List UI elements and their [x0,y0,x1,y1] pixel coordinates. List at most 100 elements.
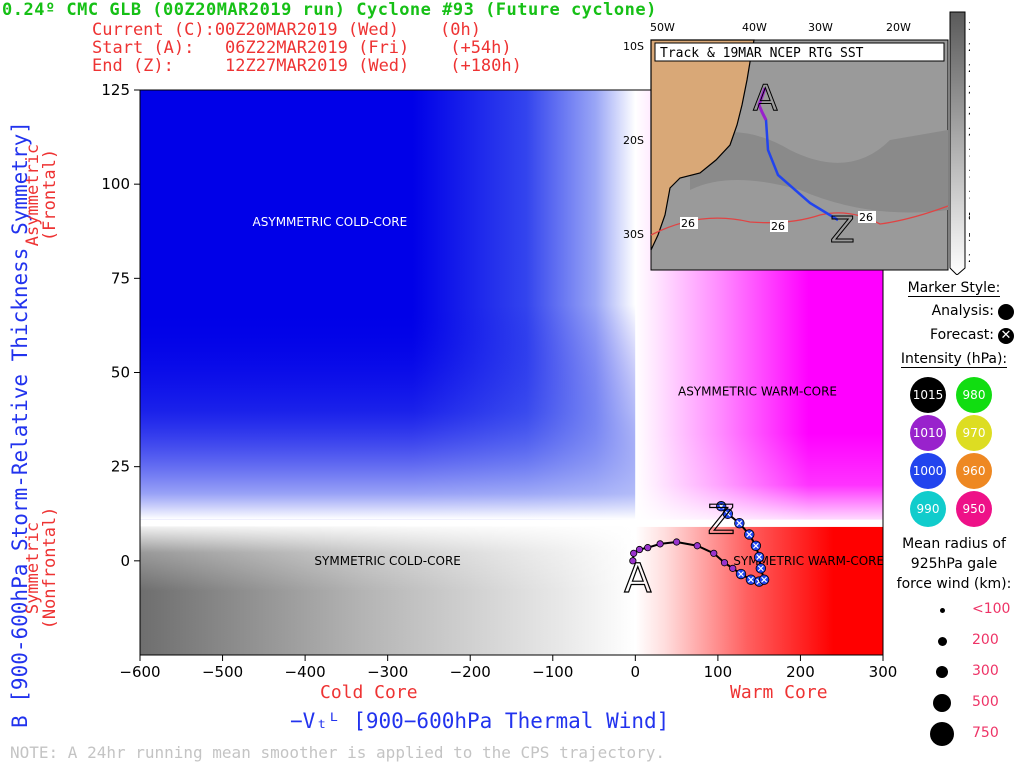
radius-size-dot [939,607,945,613]
x-tick-label: −400 [285,663,326,681]
marker-style-title: Marker Style: [907,280,1001,297]
radius-size-label: <100 [972,601,1011,617]
track-inset-map: Track & 19MAR NCEP RTG SST 26 26 26 A Z … [620,10,982,276]
current-time-line: Current (C):00Z20MAR2019 (Wed) (0h) [92,20,481,40]
x-tick-label: 0 [631,663,641,681]
sst-label-1: 26 [681,217,695,230]
y-tick-label: 125 [101,81,130,99]
intensity-swatch-970: 970 [956,415,992,451]
x-tick-label: −600 [119,663,160,681]
x-tick-label: −200 [450,663,491,681]
inset-land [650,39,755,251]
inset-title-box [654,42,945,62]
inset-title: Track & 19MAR NCEP RTG SST [660,46,864,61]
radius-size-dot [937,636,947,646]
forecast-x-mark [746,531,753,538]
forecast-x-mark [747,576,754,583]
quadrant-label: SYMMETRIC COLD-CORE [314,554,460,568]
colorbar-tick-label: 5 [968,231,970,244]
lat-label-30s: 30S [623,228,644,241]
forecast-x-mark [738,571,744,577]
colorbar-tick-label: 26 [968,62,970,75]
inset-end-marker: Z [830,210,855,251]
forecast-x-mark [752,542,759,549]
symmetry-divider [140,519,883,527]
cold-core-label: Cold Core [320,682,418,703]
analysis-point [729,564,737,572]
quadrant-label: ASYMMETRIC COLD-CORE [253,215,408,229]
cold-sym-fade [140,526,636,655]
quadrant-label: ASYMMETRIC WARM-CORE [678,384,837,398]
lon-label-50w: 50W [650,21,675,34]
chart-title: 0.24º CMC GLB (00Z20MAR2019 run) Cyclone… [2,0,657,20]
lat-label-10s: 10S [623,40,644,53]
x-tick-label: −100 [532,663,573,681]
track-analysis-line [757,87,768,121]
x-tick-label: 300 [869,663,898,681]
colorbar-tick-label: 17 [968,147,970,160]
analysis-point [720,559,729,567]
lon-label-30w: 30W [808,21,833,34]
colorbar-tick-label: 14 [968,168,970,181]
analysis-point [644,544,652,552]
smoother-note: NOTE: A 24hr running mean smoother is ap… [10,743,666,762]
x-tick-label: 100 [704,663,733,681]
intensity-swatch-1010: 1010 [910,415,946,451]
forecast-x-mark [757,565,764,572]
radius-size-label: 750 [972,725,999,741]
lon-label-20w: 20W [886,21,911,34]
y-tick-label: 25 [111,458,130,476]
analysis-point [693,542,701,550]
forecast-x-mark [761,576,768,583]
radius-size-label: 200 [972,632,999,648]
colorbar-tick-label: 25 [968,83,970,96]
warm-core-label: Warm Core [730,682,828,703]
intensity-swatch-1015: 1015 [910,377,946,413]
intensity-swatch-980: 980 [956,377,992,413]
sst-26-isotherm [650,205,949,236]
end-marker-Z: Z [707,497,734,543]
sst-colorbar [949,11,966,276]
colorbar-tick-label: 28 [968,41,970,54]
y-tick-label: 100 [101,175,130,193]
intensity-swatch-960: 960 [956,453,992,489]
radius-size-dot [933,694,951,712]
analysis-legend-label: Analysis: [931,303,994,319]
x-tick-label: −500 [202,663,243,681]
sst-label-2: 26 [771,220,785,233]
forecast-x-mark [756,554,763,560]
cold-asym-fade [140,90,636,520]
legend-panel: Marker Style: Analysis: Forecast: ✕ Inte… [884,280,1024,768]
end-time-line: End (Z): 12Z27MAR2019 (Wed) (+180h) [92,56,522,76]
forecast-x-mark [736,520,743,527]
forecast-x-mark [724,510,731,517]
analysis-marker-icon [998,304,1014,320]
forecast-marker-icon: ✕ [998,328,1014,344]
y-tick-label: 0 [120,552,130,570]
lon-label-40w: 40W [742,21,767,34]
x-axis-label: −Vₜᴸ [900−600hPa Thermal Wind] [290,709,670,733]
start-time-line: Start (A): 06Z22MAR2019 (Fri) (+54h) [92,38,512,58]
colorbar-tick-label: 8 [968,210,970,223]
x-tick-label: 200 [786,663,815,681]
sst-label-3: 26 [859,211,873,224]
colorbar-tick-label: 11 [968,189,970,202]
radius-size-label: 300 [972,663,999,679]
radius-size-dot [936,666,948,678]
lat-label-20s: 20S [623,134,644,147]
quadrant-label: SYMMETRIC WARM-CORE [733,554,884,568]
colorbar-tick-label: 30 [968,20,970,33]
x-tick-label: −300 [367,663,408,681]
start-marker-A: A [624,556,652,602]
analysis-point [629,557,637,565]
radius-size-label: 500 [972,694,999,710]
colorbar-tick-label: 20 [968,125,970,138]
inset-start-marker: A [753,78,778,119]
y-tick-label: 75 [111,269,130,287]
colorbar-tick-label: 2 [968,252,970,265]
y-tick-label: 50 [111,364,130,382]
intensity-swatch-950: 950 [956,491,992,527]
analysis-point [635,545,644,554]
analysis-point [656,540,664,548]
